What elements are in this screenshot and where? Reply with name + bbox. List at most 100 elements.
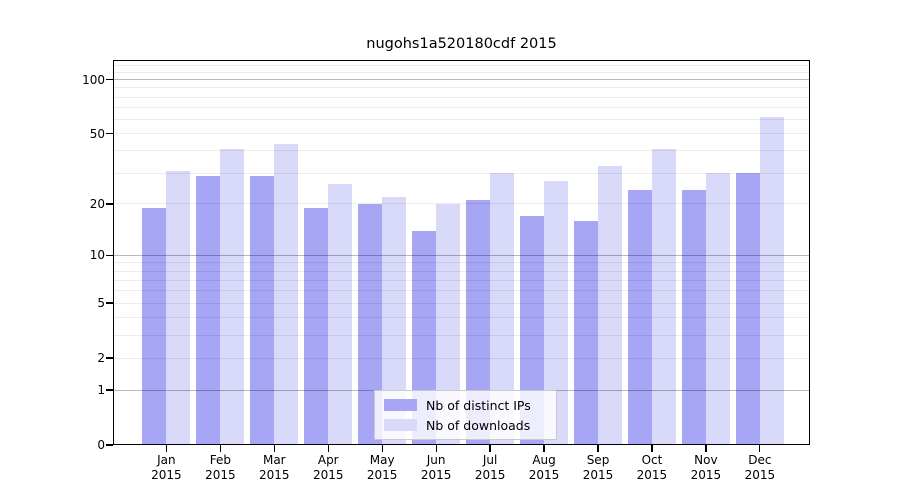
bar-nb-of-downloads-oct: [651, 149, 676, 445]
gridline-major-10: [113, 254, 810, 256]
x-tick-label-apr: Apr 2015: [296, 453, 360, 482]
x-tick-label-year-feb: 2015: [205, 467, 236, 482]
x-tick-label-month-apr: Apr: [317, 453, 339, 467]
x-tick-mark-apr: [327, 445, 329, 452]
bar-nb-of-distinct-ips-jan: [142, 207, 167, 445]
x-tick-label-year-aug: 2015: [528, 467, 560, 482]
x-tick-label-year-jun: 2015: [420, 467, 452, 482]
x-tick-label-month-jun: Jun: [426, 453, 446, 467]
bar-nb-of-downloads-dec: [759, 116, 784, 445]
y-tick-label-10: 10: [89, 248, 105, 263]
y-tick-mark-2: [106, 357, 113, 359]
y-tick-mark-20: [106, 203, 113, 205]
x-tick-mark-may: [381, 445, 383, 452]
gridline-major-100: [113, 79, 810, 81]
y-tick-label-1: 1: [97, 383, 105, 398]
x-tick-label-may: May 2015: [350, 453, 414, 482]
gridline-minor-5: [113, 302, 810, 304]
x-tick-mark-jan: [165, 445, 168, 452]
x-tick-label-month-feb: Feb: [209, 453, 231, 467]
x-tick-label-year-nov: 2015: [690, 467, 722, 482]
x-tick-label-month-jul: Jul: [482, 453, 498, 467]
gridline-minor-80: [113, 96, 810, 98]
x-tick-mark-feb: [219, 445, 221, 452]
x-tick-label-mar: Mar 2015: [242, 453, 306, 482]
x-tick-label-month-oct: Oct: [641, 453, 663, 467]
bar-nb-of-distinct-ips-dec: [735, 173, 760, 445]
x-tick-label-year-oct: 2015: [636, 467, 668, 482]
gridline-minor-6: [113, 290, 810, 292]
gridline-minor-120: [113, 64, 810, 66]
gridline-minor-50: [113, 133, 810, 135]
bar-nb-of-distinct-ips-apr: [304, 207, 329, 445]
plot-area: [113, 60, 810, 445]
gridline-minor-60: [113, 119, 810, 121]
legend-label-downloads: Nb of downloads: [426, 417, 531, 433]
legend-swatch-distinct-ips: [384, 399, 417, 411]
gridline-minor-4: [113, 317, 810, 319]
x-tick-label-month-mar: Mar: [262, 453, 286, 467]
gridline-minor-30: [113, 172, 810, 174]
x-tick-label-year-sep: 2015: [582, 467, 614, 482]
x-tick-label-month-sep: Sep: [586, 453, 610, 467]
x-tick-label-year-mar: 2015: [259, 467, 290, 482]
x-tick-label-oct: Oct 2015: [620, 453, 684, 482]
y-tick-mark-10: [106, 254, 113, 256]
gridline-minor-8: [113, 270, 810, 272]
x-tick-mark-dec: [759, 445, 761, 452]
y-tick-label-50: 50: [89, 126, 105, 141]
y-tick-mark-50: [106, 133, 113, 135]
bar-nb-of-distinct-ips-nov: [681, 190, 706, 445]
gridline-minor-7: [113, 279, 810, 281]
legend-item-distinct-ips: Nb of distinct IPs: [384, 395, 547, 415]
x-tick-label-month-may: May: [369, 453, 395, 467]
y-tick-label-100: 100: [82, 72, 105, 87]
x-tick-mark-sep: [597, 445, 599, 452]
x-tick-label-sep: Sep 2015: [566, 453, 630, 482]
x-tick-mark-nov: [705, 445, 707, 452]
y-tick-label-0: 0: [97, 438, 105, 452]
legend-label-distinct-ips: Nb of distinct IPs: [426, 397, 531, 413]
bar-nb-of-downloads-feb: [220, 149, 245, 445]
y-tick-label-20: 20: [89, 196, 105, 211]
bar-nb-of-distinct-ips-mar: [250, 175, 275, 445]
y-tick-mark-0: [106, 444, 113, 446]
gridline-minor-2: [113, 357, 810, 359]
y-tick-mark-1: [106, 389, 113, 391]
legend-item-downloads: Nb of downloads: [384, 415, 547, 435]
y-tick-mark-5: [106, 302, 113, 304]
x-tick-mark-oct: [651, 445, 653, 452]
x-tick-mark-jun: [435, 445, 437, 452]
x-tick-label-month-dec: Dec: [748, 453, 772, 467]
y-tick-mark-100: [106, 78, 113, 81]
x-tick-label-nov: Nov 2015: [674, 453, 738, 482]
bar-nb-of-downloads-mar: [274, 143, 299, 445]
x-tick-mark-jul: [489, 445, 491, 452]
x-tick-label-month-jan: Jan: [157, 453, 176, 467]
x-tick-label-jul: Jul 2015: [458, 453, 522, 482]
x-tick-label-year-may: 2015: [366, 467, 398, 482]
y-tick-label-2: 2: [97, 351, 105, 366]
chart-title: nugohs1a520180cdf 2015: [366, 36, 557, 52]
x-tick-label-year-jan: 2015: [151, 467, 182, 482]
x-tick-mark-mar: [273, 445, 275, 452]
x-tick-label-month-aug: Aug: [532, 453, 556, 467]
bar-nb-of-distinct-ips-oct: [627, 190, 652, 445]
gridline-minor-110: [113, 71, 810, 73]
x-tick-label-month-nov: Nov: [694, 453, 718, 467]
x-tick-label-jun: Jun 2015: [404, 453, 468, 482]
x-tick-label-year-dec: 2015: [744, 467, 776, 482]
legend-swatch-downloads: [384, 419, 417, 431]
bar-nb-of-downloads-jan: [166, 170, 191, 445]
x-tick-label-year-jul: 2015: [474, 467, 506, 482]
gridline-minor-90: [113, 87, 810, 89]
bar-nb-of-downloads-apr: [328, 184, 353, 445]
bar-nb-of-distinct-ips-feb: [196, 175, 221, 445]
x-tick-label-dec: Dec 2015: [728, 453, 792, 482]
legend: Nb of distinct IPs Nb of downloads: [374, 390, 557, 440]
bar-nb-of-distinct-ips-sep: [574, 220, 598, 445]
gridline-minor-3: [113, 334, 810, 336]
gridline-minor-20: [113, 203, 810, 205]
x-tick-label-feb: Feb 2015: [188, 453, 252, 482]
